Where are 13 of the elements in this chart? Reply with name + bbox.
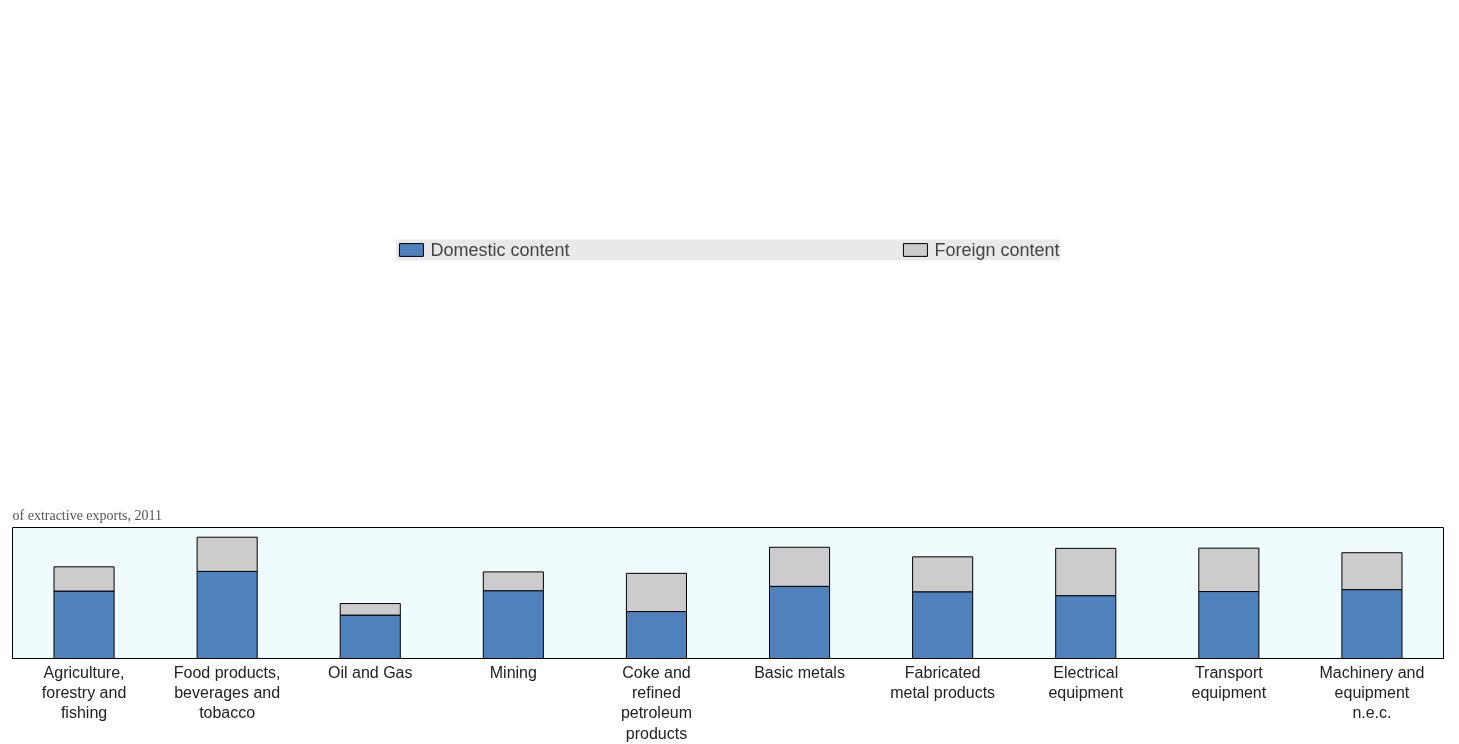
legend-label: Domestic content (430, 239, 570, 261)
x-tick-label: Agriculture, forestry and fishing (41, 663, 127, 722)
x-tick-label: Basic metals (754, 663, 845, 681)
x-tick-label: Mining (489, 663, 537, 681)
x-tick-label: Food products, beverages and tobacco (173, 663, 281, 722)
x-tick-label: Transport equipment (1191, 663, 1267, 701)
legend-label: Foreign content (934, 239, 1060, 261)
chart-subtitle: of extractive exports, 2011 (12, 507, 163, 523)
x-tick-label: Machinery and equipment n.e.c. (1319, 663, 1425, 722)
x-tick-label: Coke and refined petroleum products (620, 663, 693, 742)
x-tick-label: Electrical equipment (1048, 663, 1124, 701)
x-tick-label: Fabricated metal products (890, 663, 996, 701)
x-tick-label: Oil and Gas (328, 663, 413, 681)
